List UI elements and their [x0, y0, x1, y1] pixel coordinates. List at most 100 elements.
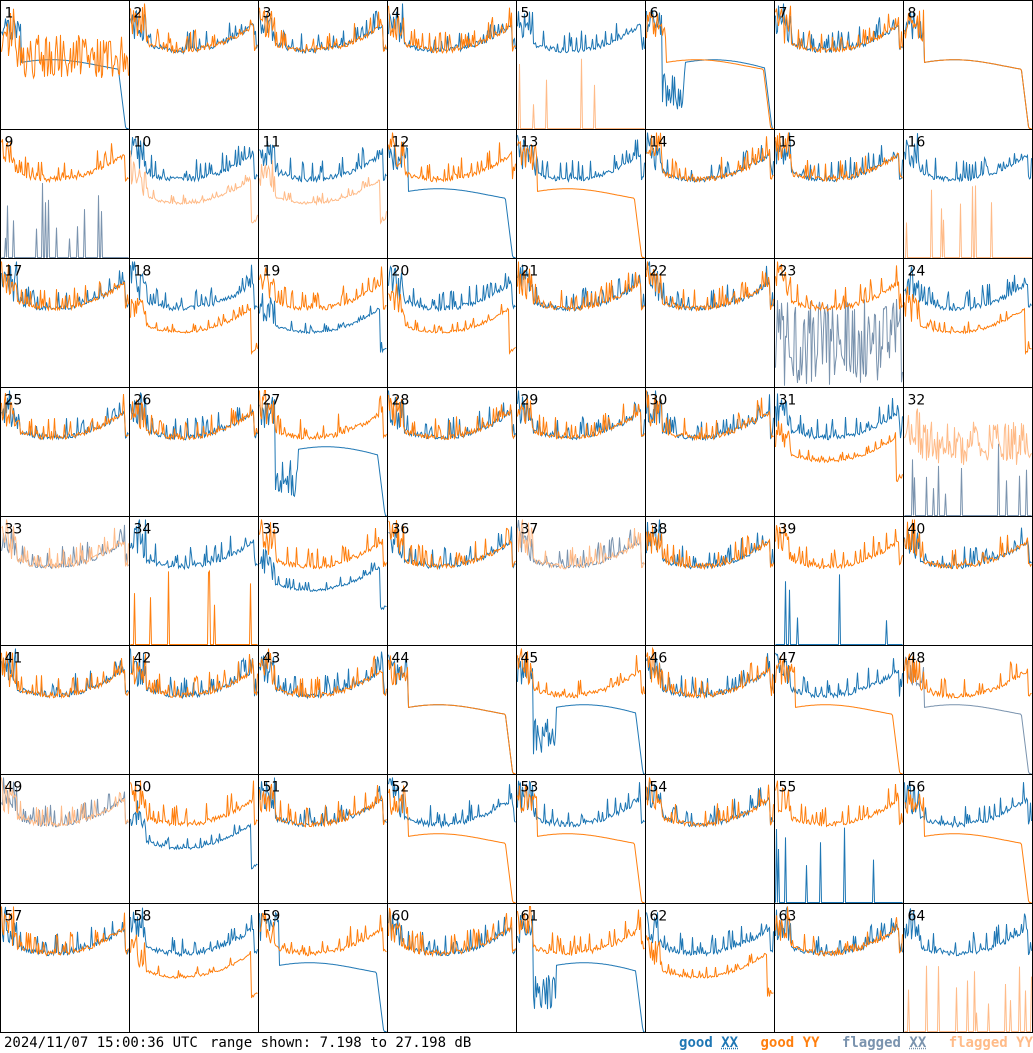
panel-label: 54: [650, 780, 668, 796]
panel-frame: [645, 903, 775, 1033]
series-yy-panel-54: [646, 777, 774, 828]
panel-frame: [0, 516, 130, 646]
series-xx-panel-52: [388, 777, 516, 829]
panel-2: 2: [129, 0, 259, 130]
panel-label: 36: [392, 522, 410, 538]
panel-frame: [387, 129, 517, 259]
panel-21: 21: [516, 258, 646, 388]
panel-label: 4: [392, 6, 401, 22]
series-yy-panel-48: [904, 653, 1032, 700]
series-yy-panel-47: [775, 655, 903, 774]
panel-50: 50: [129, 774, 259, 904]
legend-good-xx-word: good: [679, 1035, 713, 1051]
panel-label: 19: [263, 264, 281, 280]
series-yy-panel-16: [904, 185, 1032, 258]
series-xx-panel-19: [259, 293, 387, 354]
panel-label: 15: [779, 135, 797, 151]
series-xx-panel-9: [1, 182, 129, 258]
panel-frame: [645, 387, 775, 517]
legend-good-yy-pol: YY: [802, 1035, 820, 1051]
panel-label: 39: [779, 522, 797, 538]
panel-23: 23: [774, 258, 904, 388]
panel-label: 31: [779, 393, 797, 409]
panel-49: 49: [0, 774, 130, 904]
panel-frame: [645, 258, 775, 388]
series-yy-panel-30: [646, 390, 774, 442]
series-yy-panel-40: [904, 519, 1032, 570]
panel-61: 61: [516, 903, 646, 1033]
panel-27: 27: [258, 387, 388, 517]
panel-8: 8: [903, 0, 1033, 130]
series-xx-panel-45: [517, 655, 645, 774]
series-xx-panel-14: [646, 132, 774, 183]
series-yy-panel-22: [646, 261, 774, 312]
series-yy-panel-31: [775, 420, 903, 483]
series-yy-panel-62: [646, 935, 774, 997]
panel-46: 46: [645, 645, 775, 775]
series-yy-panel-13: [517, 140, 645, 258]
panel-label: 10: [134, 135, 152, 151]
panel-label: 24: [908, 264, 926, 280]
panel-label: 26: [134, 393, 152, 409]
panel-6: 6: [645, 0, 775, 130]
panel-frame: [129, 774, 259, 904]
series-xx-panel-64: [904, 908, 1032, 957]
panel-frame: [387, 516, 517, 646]
series-xx-panel-61: [517, 915, 645, 1032]
series-xx-panel-56: [904, 780, 1032, 829]
panel-26: 26: [129, 387, 259, 517]
series-yy-panel-11: [259, 160, 387, 225]
legend-good-yy: good YY: [760, 1035, 819, 1051]
series-yy-panel-1: [1, 8, 129, 80]
series-yy-panel-57: [1, 906, 129, 957]
series-yy-panel-27: [259, 390, 387, 441]
series-xx-panel-37: [517, 520, 645, 569]
panel-label: 25: [5, 393, 23, 409]
panel-frame: [258, 645, 388, 775]
panel-12: 12: [387, 129, 517, 259]
panel-7: 7: [774, 0, 904, 130]
panel-label: 61: [521, 909, 539, 925]
panel-frame: [387, 774, 517, 904]
series-xx-panel-53: [517, 780, 645, 828]
panel-label: 6: [650, 6, 659, 22]
series-xx-panel-10: [130, 137, 258, 183]
series-xx-panel-31: [775, 393, 903, 441]
panel-10: 10: [129, 129, 259, 259]
panel-38: 38: [645, 516, 775, 646]
panel-32: 32: [903, 387, 1033, 517]
panel-frame: [774, 0, 904, 130]
panel-48: 48: [903, 645, 1033, 775]
panel-label: 18: [134, 264, 152, 280]
panel-frame: [0, 129, 130, 259]
footer: 2024/11/07 15:00:36 UTC range shown: 7.1…: [0, 1034, 1033, 1053]
panel-30: 30: [645, 387, 775, 517]
panel-label: 43: [263, 651, 281, 667]
panel-frame: [129, 903, 259, 1033]
panel-frame: [0, 0, 130, 130]
panel-13: 13: [516, 129, 646, 259]
panel-label: 62: [650, 909, 668, 925]
series-yy-panel-17: [1, 261, 129, 312]
series-yy-panel-7: [775, 5, 903, 54]
legend-good-xx: good XX: [679, 1035, 738, 1051]
panel-label: 16: [908, 135, 926, 151]
series-yy-panel-32: [904, 408, 1032, 465]
series-xx-panel-48: [904, 656, 1032, 774]
panel-frame: [903, 645, 1033, 775]
series-xx-panel-16: [904, 133, 1032, 183]
panel-frame: [258, 903, 388, 1033]
panel-37: 37: [516, 516, 646, 646]
series-yy-panel-58: [130, 934, 258, 999]
panel-label: 17: [5, 264, 23, 280]
series-xx-panel-62: [646, 912, 774, 957]
legend-flagged-yy: flagged YY: [949, 1035, 1033, 1051]
series-yy-panel-59: [259, 912, 387, 957]
panel-label: 64: [908, 909, 926, 925]
panel-label: 35: [263, 522, 281, 538]
panel-64: 64: [903, 903, 1033, 1033]
legend-flagged-xx-pol: XX: [909, 1035, 927, 1051]
panel-15: 15: [774, 129, 904, 259]
panel-label: 63: [779, 909, 797, 925]
panel-36: 36: [387, 516, 517, 646]
